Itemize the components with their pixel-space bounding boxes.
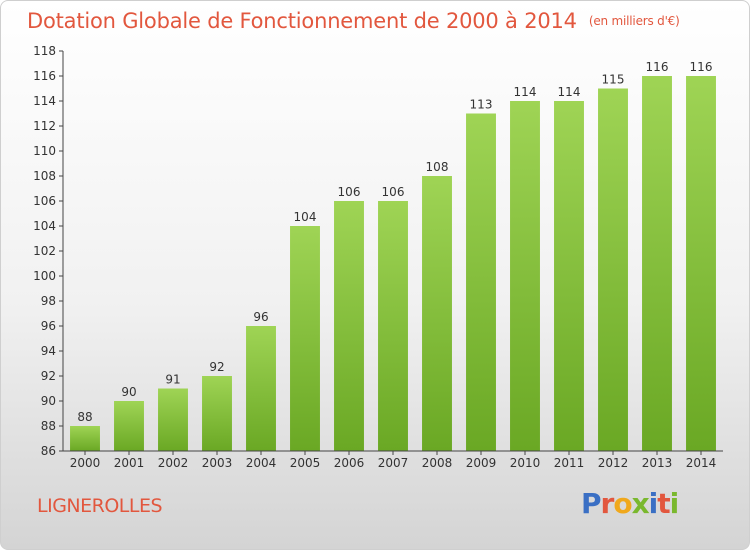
value-label-2012: 115	[602, 73, 625, 87]
bar-2010	[510, 101, 540, 451]
bar-2011	[554, 101, 584, 451]
chart-title-text: Dotation Globale de Fonctionnement de 20…	[27, 9, 577, 33]
bar-2007	[378, 201, 408, 451]
y-tick-label: 108	[33, 169, 56, 183]
value-label-2000: 88	[77, 410, 92, 424]
x-tick-label-2004: 2004	[246, 456, 277, 470]
y-tick-label: 86	[41, 444, 56, 458]
y-tick-label: 94	[41, 344, 56, 358]
y-tick-label: 118	[33, 44, 56, 58]
x-tick-label-2014: 2014	[686, 456, 717, 470]
chart-title: Dotation Globale de Fonctionnement de 20…	[27, 9, 680, 33]
value-label-2011: 114	[558, 85, 581, 99]
bar-2008	[422, 176, 452, 451]
logo-letter: i	[669, 487, 680, 520]
value-label-2010: 114	[514, 85, 537, 99]
y-tick-label: 110	[33, 144, 56, 158]
bar-2000	[70, 426, 100, 451]
logo-letter: x	[631, 487, 650, 520]
y-tick-label: 102	[33, 244, 56, 258]
bar-2014	[686, 76, 716, 451]
value-label-2014: 116	[690, 60, 713, 74]
bar-2009	[466, 113, 496, 451]
value-label-2005: 104	[294, 210, 317, 224]
y-tick-label: 100	[33, 269, 56, 283]
y-tick-label: 114	[33, 94, 56, 108]
value-label-2006: 106	[338, 185, 361, 199]
y-tick-label: 106	[33, 194, 56, 208]
x-tick-label-2009: 2009	[466, 456, 497, 470]
y-tick-label: 92	[41, 369, 56, 383]
x-tick-label-2001: 2001	[114, 456, 145, 470]
bar-2005	[290, 226, 320, 451]
value-label-2002: 91	[165, 373, 180, 387]
y-tick-label: 96	[41, 319, 56, 333]
value-label-2001: 90	[121, 385, 136, 399]
value-label-2009: 113	[470, 98, 493, 112]
bar-2003	[202, 376, 232, 451]
commune-name: LIGNEROLLES	[37, 495, 163, 517]
x-tick-label-2013: 2013	[642, 456, 673, 470]
value-label-2008: 108	[426, 160, 449, 174]
bar-2006	[334, 201, 364, 451]
x-tick-label-2008: 2008	[422, 456, 453, 470]
unit-note: (en milliers d'€)	[588, 14, 680, 28]
value-label-2007: 106	[382, 185, 405, 199]
value-label-2003: 92	[209, 360, 224, 374]
logo-letter: i	[648, 487, 659, 520]
bar-2001	[114, 401, 144, 451]
y-tick-label: 98	[41, 294, 56, 308]
value-label-2004: 96	[253, 310, 268, 324]
x-tick-label-2002: 2002	[158, 456, 189, 470]
y-tick-label: 116	[33, 69, 56, 83]
x-tick-label-2011: 2011	[554, 456, 585, 470]
logo-letter: P	[581, 487, 602, 520]
bar-2013	[642, 76, 672, 451]
y-tick-label: 112	[33, 119, 56, 133]
value-label-2013: 116	[646, 60, 669, 74]
x-tick-label-2003: 2003	[202, 456, 233, 470]
x-tick-label-2012: 2012	[598, 456, 629, 470]
x-tick-label-2005: 2005	[290, 456, 321, 470]
bar-2002	[158, 388, 188, 451]
bar-2012	[598, 88, 628, 451]
logo-letter: r	[600, 487, 615, 520]
y-tick-label: 88	[41, 419, 56, 433]
x-tick-label-2010: 2010	[510, 456, 541, 470]
proxiti-logo: Proxiti	[581, 487, 680, 520]
logo-letter: o	[613, 487, 632, 520]
y-tick-label: 90	[41, 394, 56, 408]
x-tick-label-2000: 2000	[70, 456, 101, 470]
x-tick-label-2007: 2007	[378, 456, 409, 470]
y-tick-label: 104	[33, 219, 56, 233]
logo-letter: t	[657, 487, 670, 520]
bar-2004	[246, 326, 276, 451]
x-tick-label-2006: 2006	[334, 456, 365, 470]
